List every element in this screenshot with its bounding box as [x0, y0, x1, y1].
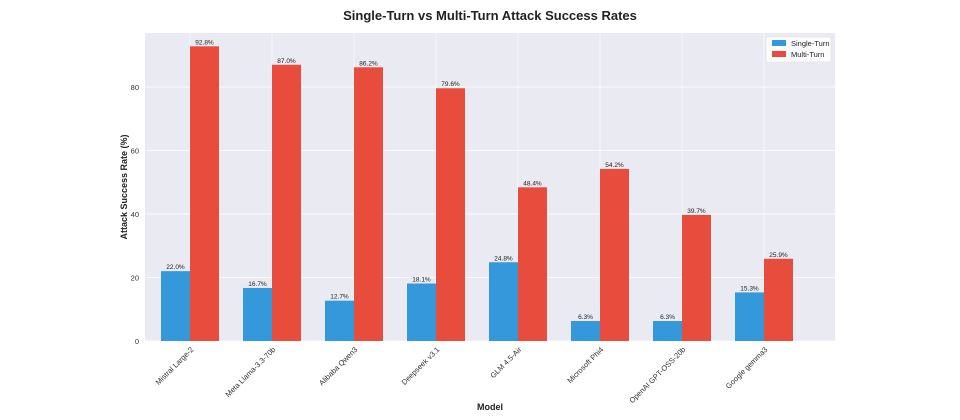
chart-title: Single-Turn vs Multi-Turn Attack Success…: [343, 8, 637, 23]
x-tick-label: OpenAI GPT-OSS-20b: [627, 345, 687, 405]
bars: [161, 46, 793, 342]
value-label: 24.8%: [494, 255, 513, 262]
y-tick-label: 40: [131, 210, 139, 219]
value-label: 48.4%: [523, 180, 542, 187]
value-label: 22.0%: [166, 264, 185, 271]
x-axis-ticks: Mistral Large-2 Meta Llama-3.3-70b Alibaba…: [154, 345, 770, 405]
value-label: 87.0%: [277, 58, 296, 65]
x-tick-label: GLM 4.5-Air: [488, 345, 523, 380]
bar-single-turn: [407, 283, 436, 341]
value-label: 12.7%: [330, 294, 349, 301]
bar-single-turn: [489, 262, 518, 341]
bar-single-turn: [243, 287, 272, 341]
bar-multi-turn: [600, 168, 629, 341]
x-axis-label: Model: [477, 402, 503, 412]
value-label: 16.7%: [248, 281, 267, 288]
bar-multi-turn: [190, 46, 219, 341]
value-label: 86.2%: [359, 60, 378, 67]
value-label: 54.2%: [605, 162, 624, 169]
value-label: 39.7%: [687, 208, 706, 215]
legend-label-single-turn: Single-Turn: [791, 39, 830, 48]
x-tick-label: Deepseek v3.1: [400, 345, 442, 387]
bar-multi-turn: [354, 67, 383, 341]
bar-multi-turn: [436, 88, 465, 341]
bar-single-turn: [571, 320, 600, 341]
y-axis-label: Attack Success Rate (%): [119, 134, 129, 239]
bar-single-turn: [653, 320, 682, 341]
value-label: 25.9%: [769, 252, 788, 259]
bar-multi-turn: [764, 258, 793, 341]
bar-multi-turn: [518, 187, 547, 341]
x-tick-label: Mistral Large-2: [154, 345, 196, 387]
x-tick-label: Meta Llama-3.3-70b: [224, 345, 278, 399]
value-label: 15.3%: [740, 285, 759, 292]
bar-single-turn: [161, 271, 190, 341]
x-tick-label: Microsoft Phi4: [565, 345, 605, 385]
value-label: 6.3%: [578, 314, 593, 321]
value-label: 6.3%: [660, 314, 675, 321]
y-tick-label: 60: [131, 146, 139, 155]
legend-label-multi-turn: Multi-Turn: [791, 50, 824, 59]
legend: Single-Turn Multi-Turn: [765, 36, 832, 63]
bar-multi-turn: [682, 214, 711, 341]
y-tick-label: 80: [131, 83, 139, 92]
y-tick-label: 0: [135, 337, 139, 346]
x-tick-label: Google gemma3: [724, 345, 770, 391]
legend-swatch-single-turn: [772, 40, 786, 46]
y-tick-label: 20: [131, 273, 139, 282]
bar-single-turn: [735, 292, 764, 341]
legend-swatch-multi-turn: [772, 51, 786, 57]
value-label: 79.6%: [441, 81, 460, 88]
value-labels: 22.0% 92.8% 16.7% 87.0% 12.7% 86.2% 18.1% 79.6%…: [166, 39, 788, 321]
y-axis-ticks: 0 20 40 60 80: [131, 83, 139, 346]
bar-single-turn: [325, 300, 354, 341]
value-label: 18.1%: [412, 277, 431, 284]
bar-multi-turn: [272, 64, 301, 342]
x-tick-label: Alibaba Qwen3: [317, 345, 359, 387]
value-label: 92.8%: [195, 39, 214, 46]
